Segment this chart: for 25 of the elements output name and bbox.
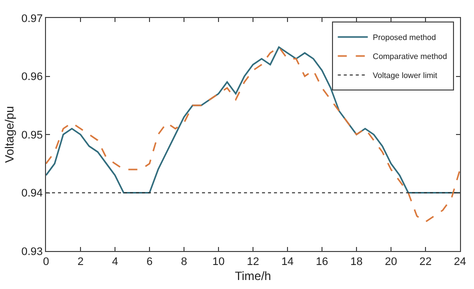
line-series bbox=[46, 46, 460, 194]
legend-label: Comparative method bbox=[372, 52, 448, 62]
x-tick-label: 4 bbox=[112, 256, 118, 268]
x-tick-label: 16 bbox=[316, 256, 328, 268]
x-tick-label: 10 bbox=[212, 256, 225, 268]
y-tick-label: 0.95 bbox=[21, 129, 43, 142]
y-tick-label: 0.96 bbox=[21, 71, 43, 84]
legend-label: Proposed method bbox=[372, 33, 436, 42]
y-tick-label: 0.97 bbox=[21, 12, 43, 25]
legend-label: Voltage lower limit bbox=[372, 71, 438, 80]
x-axis-title: Time/h bbox=[234, 269, 272, 284]
x-tick-label: 20 bbox=[384, 256, 398, 268]
x-tick-label: 24 bbox=[454, 256, 466, 268]
x-tick-label: 18 bbox=[350, 256, 363, 268]
x-tick-label: 0 bbox=[42, 256, 50, 268]
x-tick-label: 14 bbox=[281, 256, 294, 268]
line-series bbox=[46, 46, 460, 223]
x-tick-label: 2 bbox=[77, 256, 84, 268]
x-tick-label: 8 bbox=[180, 256, 188, 268]
y-axis-title: Voltage/pu bbox=[2, 106, 17, 163]
x-tick-label: 6 bbox=[146, 256, 153, 268]
x-tick-label: 12 bbox=[246, 256, 260, 268]
y-tick-label: 0.94 bbox=[21, 188, 43, 200]
x-tick-label: 22 bbox=[419, 256, 432, 268]
y-tick-label: 0.93 bbox=[21, 246, 43, 258]
